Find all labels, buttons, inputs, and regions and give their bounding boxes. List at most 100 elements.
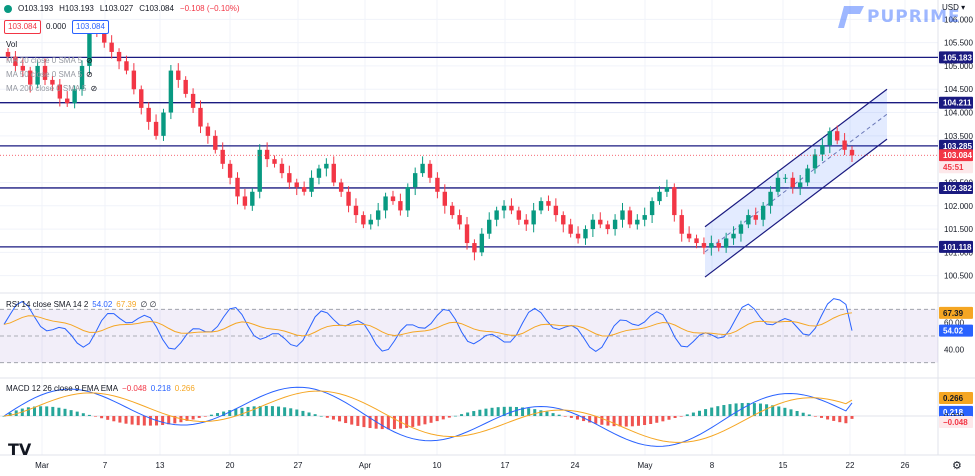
candle	[561, 211, 566, 233]
candle-body	[553, 205, 559, 216]
macd-line	[3, 386, 853, 447]
candle	[42, 58, 48, 86]
macd-histogram-bar	[240, 407, 244, 416]
rsi-legend[interactable]: RSI 14 close SMA 14 2 54.02 67.39 ∅ ∅	[6, 300, 157, 309]
settings-gear-icon[interactable]: ⚙	[952, 460, 962, 472]
candle-body	[35, 65, 40, 85]
macd-histogram-bar	[264, 405, 268, 416]
candle-body	[109, 42, 114, 52]
candle-body	[753, 215, 758, 220]
macd-histogram-bar	[740, 403, 744, 416]
macd-histogram-bar	[521, 407, 525, 416]
macd-histogram-bar	[33, 406, 37, 416]
tradingview-logo-icon[interactable]: TV	[8, 440, 32, 459]
channel-lower-line[interactable]	[704, 138, 888, 278]
candle	[13, 51, 18, 72]
time-tick-label: 10	[433, 461, 442, 470]
candle-body	[361, 215, 366, 225]
eye-hidden-icon[interactable]: ⊘	[90, 84, 98, 93]
macd-histogram-bar	[81, 413, 85, 416]
macd-histogram-bar	[826, 416, 830, 420]
macd-histogram-bar	[63, 408, 67, 416]
candle-body	[116, 51, 122, 62]
candle-body	[568, 224, 573, 234]
candle	[116, 48, 122, 70]
currency-selector[interactable]: USD ▾	[942, 3, 966, 12]
macd-histogram-bar	[624, 416, 628, 427]
macd-histogram-bar	[453, 415, 457, 417]
macd-histogram-bar	[667, 416, 671, 420]
puprime-logo-icon	[838, 6, 864, 28]
candle	[501, 200, 507, 219]
candle	[450, 202, 455, 219]
candle	[716, 239, 721, 252]
channel-upper-line[interactable]	[704, 88, 888, 228]
macd-histogram-bar	[832, 416, 836, 421]
macd-histogram-bar	[258, 405, 262, 416]
sell-button[interactable]: 103.084	[4, 20, 41, 34]
macd-histogram-bar	[527, 408, 531, 416]
price-tick-label: 106.000	[944, 15, 973, 24]
rsi-line	[3, 298, 853, 353]
candle	[442, 184, 448, 214]
candle	[834, 125, 840, 145]
macd-histogram-bar	[405, 416, 409, 428]
volume-label: Vol	[6, 40, 18, 49]
candle-body	[627, 210, 633, 225]
candle	[509, 198, 514, 215]
macd-legend[interactable]: MACD 12 26 close 9 EMA EMA −0.048 0.218 …	[6, 384, 195, 393]
eye-hidden-icon[interactable]: ⊘	[86, 70, 93, 79]
candle	[516, 206, 522, 225]
candle-body	[20, 65, 26, 71]
spread-value: 0.000	[46, 22, 67, 31]
candle-body	[205, 126, 211, 136]
candle-body	[709, 243, 714, 248]
horizontal-levels[interactable]	[0, 56, 938, 248]
candle	[361, 211, 366, 229]
macd-pane	[0, 386, 938, 447]
volume-legend[interactable]: Vol	[6, 40, 17, 49]
price-tick-label: 104.500	[944, 85, 973, 94]
macd-signal-value: 0.266	[174, 384, 195, 393]
macd-histogram-bar	[697, 410, 701, 416]
ma50-legend[interactable]: MA 50 close 0 SMA 5 ⊘	[6, 70, 93, 79]
macd-histogram-bar	[209, 414, 213, 416]
price-axis[interactable]: 106.000 105.500 105.000 104.500 104.000 103.5…	[939, 15, 973, 428]
candle	[709, 235, 714, 256]
candle	[198, 100, 203, 134]
macd-histogram-bar	[636, 416, 640, 426]
macd-histogram-bar	[490, 407, 494, 416]
eye-hidden-icon[interactable]: ⊘	[86, 56, 93, 65]
candle-body	[375, 210, 381, 220]
ma20-legend[interactable]: MA 20 close 0 SMA 5 ⊘	[6, 56, 93, 65]
candle-body	[353, 205, 359, 216]
candle	[79, 60, 85, 96]
macd-histogram-bar	[716, 406, 720, 416]
candle	[57, 78, 63, 107]
candle-body	[516, 210, 522, 220]
candle	[531, 202, 536, 233]
candle	[368, 214, 373, 230]
candle	[264, 142, 270, 168]
macd-histogram-bar	[2, 416, 6, 417]
macd-line-marker-bg	[939, 405, 973, 418]
macd-histogram-bar	[429, 416, 433, 423]
macd-histogram-bar	[148, 416, 152, 426]
candle	[301, 181, 307, 196]
ma200-legend[interactable]: MA 200 close 0 SMA 5 ⊘	[6, 84, 97, 93]
candle	[583, 225, 588, 245]
candle	[420, 156, 425, 177]
candle-body	[331, 163, 336, 183]
brand-name: PUPRIME	[867, 7, 961, 27]
buy-button[interactable]: 103.084	[72, 20, 109, 34]
candle-body	[531, 210, 536, 225]
candle-body	[783, 177, 788, 179]
candle-body	[598, 219, 603, 225]
macd-line-marker: 0.218	[943, 408, 964, 417]
candle-body	[427, 163, 433, 178]
time-axis[interactable]: Mar 7 13 20 27 Apr 10 17 24 May 8 15 22 26	[35, 461, 910, 470]
macd-histogram-bar	[380, 416, 384, 430]
candle-body	[301, 187, 307, 192]
candle	[331, 156, 336, 187]
